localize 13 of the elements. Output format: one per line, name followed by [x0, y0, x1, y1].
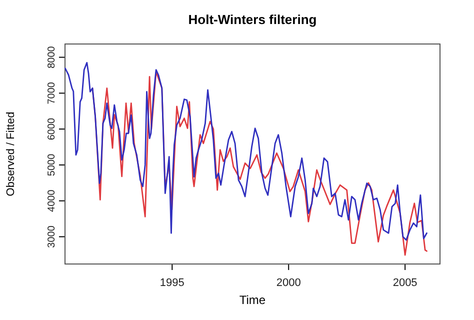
y-tick-label: 4000 [46, 189, 58, 212]
x-tick-label: 2000 [276, 276, 301, 289]
x-axis-title: Time [239, 293, 266, 307]
line-series [64, 62, 428, 241]
y-tick-label: 8000 [46, 46, 58, 68]
y-tick-label: 5000 [46, 153, 58, 176]
x-tick-label: 1995 [160, 276, 184, 289]
chart-title: Holt-Winters filtering [188, 12, 317, 27]
y-tick-label: 6000 [46, 118, 58, 140]
y-tick-label: 7000 [46, 82, 58, 104]
y-axis-title: Observed / Fitted [5, 112, 17, 196]
x-tick-label: 2005 [392, 276, 418, 289]
y-tick-label: 3000 [46, 225, 58, 248]
